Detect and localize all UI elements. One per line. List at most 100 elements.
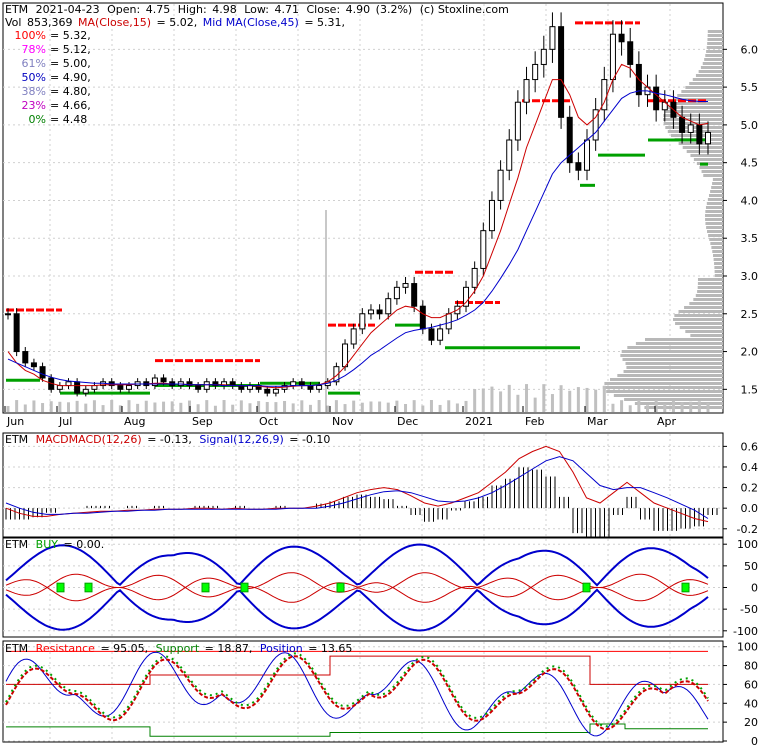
- volume-profile-bar: [705, 54, 723, 57]
- candle-body: [56, 385, 63, 390]
- volume-bar: [162, 401, 166, 412]
- volume-profile-bar: [695, 294, 723, 297]
- volume-profile-bar: [705, 210, 723, 213]
- fib-label: 78%: [22, 43, 46, 56]
- candle-body: [272, 388, 279, 394]
- volume-bar: [23, 404, 27, 412]
- volume-profile-bar: [707, 38, 723, 41]
- volume-bar: [41, 403, 45, 412]
- macd-y-axis: 0.6 0.4 0.2 0.0 -0.2: [723, 440, 759, 536]
- fib-label: 100%: [15, 29, 46, 42]
- volume-bar: [274, 402, 278, 412]
- volume-profile-bar: [673, 318, 723, 321]
- y-tick-label: 5.0: [741, 119, 759, 132]
- volume-profile-bar: [707, 198, 723, 201]
- macd-histogram: [5, 467, 718, 540]
- y-tick-label: 3.5: [741, 232, 759, 245]
- volume-profile-bar: [617, 374, 723, 377]
- volume-bar: [352, 400, 356, 412]
- volume-bar: [283, 400, 287, 412]
- y-tick-label: 2.0: [741, 346, 759, 359]
- month-label: Oct: [259, 415, 279, 428]
- price-grid: [3, 4, 723, 412]
- volume-bar: [248, 403, 252, 412]
- volume-profile-bar: [708, 194, 723, 197]
- candle-body: [437, 328, 444, 341]
- candle-body: [419, 305, 426, 330]
- volume-profile-bar: [621, 350, 723, 353]
- volume-bar: [490, 386, 494, 412]
- volume-profile-bar: [627, 346, 723, 349]
- volume-profile-bar: [624, 398, 723, 401]
- candle-body: [480, 230, 487, 269]
- volume-profile-bar: [707, 34, 723, 37]
- candle-body: [342, 343, 349, 368]
- candle-body: [566, 116, 573, 164]
- volume-profile-bar: [714, 274, 723, 277]
- candle-body: [65, 381, 72, 387]
- volume-profile-bar: [707, 230, 723, 233]
- volume-bar: [620, 400, 624, 412]
- volume-bar: [628, 405, 632, 412]
- volume-profile-bar: [710, 242, 723, 245]
- candle-body: [705, 131, 711, 145]
- buy-marker: [240, 582, 249, 593]
- volume-profile-bar: [705, 214, 723, 217]
- month-label: Aug: [124, 415, 145, 428]
- candle-body: [5, 313, 11, 316]
- macd-legend: ETM MACDMACD(12,26) = -0.13, Signal(12,2…: [5, 433, 330, 446]
- candle-body: [393, 286, 400, 300]
- volume-profile-bar: [644, 406, 723, 409]
- volume-profile-bar: [635, 342, 723, 345]
- y-tick-label: 3.0: [741, 270, 759, 283]
- candle-body: [514, 101, 521, 141]
- volume-bars: [6, 210, 710, 412]
- volume-profile-bar: [714, 266, 723, 269]
- volume-bar: [187, 400, 191, 412]
- volume-bar: [421, 405, 425, 412]
- candle-body: [558, 26, 565, 118]
- fibonacci-legend: 100% = 5.32, 78% = 5.12, 61% = 5.00, 50% = 4.90…: [15, 29, 91, 126]
- volume-profile-bar: [705, 206, 723, 209]
- volume-bar: [308, 404, 312, 412]
- volume-profile-bar: [613, 394, 723, 397]
- volume-bar: [594, 389, 598, 412]
- fib-label: 61%: [22, 57, 46, 70]
- volume-profile-bar: [695, 74, 723, 77]
- candle-body: [74, 381, 81, 394]
- header-line1: ETM 2021-04-23 Open: 4.75 High: 4.98 Low…: [5, 3, 509, 16]
- volume-profile-bar: [707, 42, 723, 45]
- volume-profile-bar: [707, 30, 723, 33]
- volume-bar: [611, 403, 615, 412]
- volume-profile-bar: [674, 314, 723, 317]
- fib-label: 38%: [22, 85, 46, 98]
- candle-body: [687, 124, 694, 133]
- month-label: Apr: [657, 415, 677, 428]
- macd-plot-frame: [2, 432, 724, 538]
- month-label: Mar: [587, 415, 608, 428]
- volume-bar: [438, 404, 442, 412]
- volume-bar: [386, 402, 390, 412]
- resistance-support-panel: 100 80 60 40 20 0 ETM Resistance = 95.05, Sup…: [2, 640, 758, 745]
- month-label: Jun: [6, 415, 24, 428]
- volume-bar: [395, 400, 399, 412]
- y-tick-label: 1.5: [741, 383, 759, 396]
- y-tick-label: 40: [744, 697, 758, 710]
- candle-body: [411, 283, 418, 307]
- y-tick-label: 50: [744, 560, 758, 573]
- volume-profile-bar: [663, 122, 723, 125]
- volume-profile-bar: [677, 94, 723, 97]
- price-plot-frame: [2, 2, 724, 414]
- volume-bar: [265, 401, 269, 412]
- volume-profile-bar: [689, 302, 723, 305]
- volume-profile: [602, 30, 723, 409]
- volume-bar: [637, 400, 641, 412]
- macd-line: [5, 445, 709, 523]
- volume-profile-bar: [711, 186, 723, 189]
- volume-bar: [404, 404, 408, 412]
- candle-body: [497, 169, 504, 201]
- volume-profile-bar: [706, 46, 723, 49]
- volume-bar: [464, 400, 468, 412]
- y-tick-label: 0.6: [741, 440, 759, 453]
- fib-label: 23%: [22, 99, 46, 112]
